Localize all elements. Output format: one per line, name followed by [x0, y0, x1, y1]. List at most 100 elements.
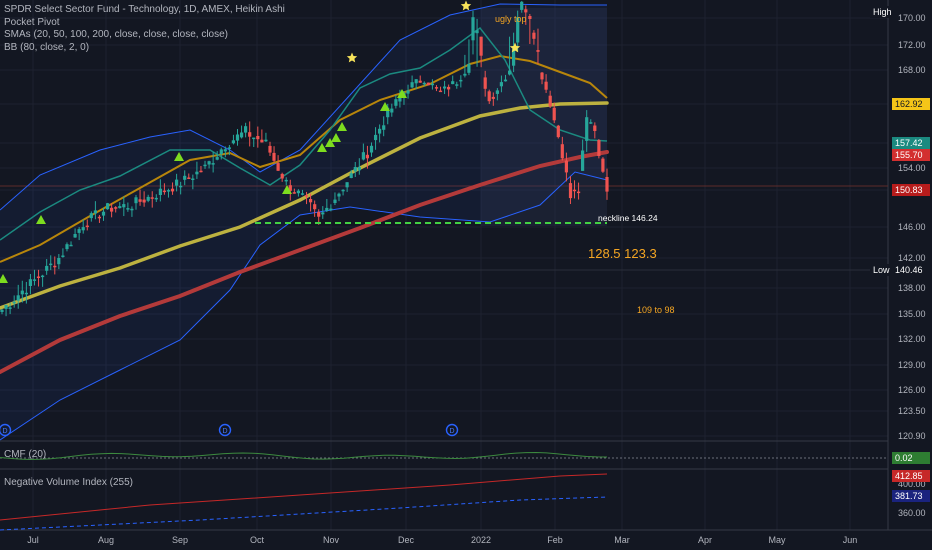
candle-body-131 — [532, 32, 536, 39]
candle-107 — [434, 85, 439, 92]
candle-body-136 — [552, 107, 556, 121]
candle-28 — [114, 206, 118, 213]
candle-92 — [374, 127, 378, 150]
candle-46 — [187, 173, 191, 180]
time-axis-label-4: Nov — [323, 535, 340, 545]
candle-17 — [69, 241, 73, 247]
candle-137 — [556, 124, 560, 139]
candle-body-1 — [4, 305, 8, 309]
sma20-price-tag[interactable]: 157.42 — [892, 137, 930, 149]
candle-62 — [252, 137, 256, 148]
candle-body-9 — [36, 276, 41, 278]
candle-75 — [304, 191, 309, 205]
shaded-region — [481, 8, 607, 226]
candle-115 — [467, 39, 471, 76]
time-axis-label-0: Jul — [27, 535, 39, 545]
candle-96 — [390, 103, 394, 117]
candle-69 — [280, 172, 284, 182]
price-axis-label-17: 120.90 — [898, 431, 926, 441]
candle-138 — [560, 136, 564, 161]
candle-body-37 — [150, 197, 154, 199]
candle-135 — [548, 90, 552, 108]
candle-141 — [572, 180, 577, 199]
cmf-pane-label[interactable]: CMF (20) — [4, 449, 47, 460]
candle-33 — [134, 194, 138, 210]
legend-title[interactable]: SPDR Select Sector Fund - Technology, 1D… — [4, 4, 285, 15]
candle-body-145 — [589, 122, 593, 124]
time-axis[interactable]: Jul Aug Sep Oct Nov Dec 2022 Feb Mar Apr May Jun — [27, 535, 857, 545]
price-axis-label-2: 168.00 — [898, 65, 926, 75]
candle-38 — [154, 194, 158, 202]
candle-body-138 — [560, 144, 564, 159]
candle-body-96 — [390, 108, 394, 113]
candle-32 — [130, 206, 134, 217]
legend-pocket-pivot[interactable]: Pocket Pivot — [4, 16, 60, 28]
last-price-tag[interactable]: 150.83 — [892, 184, 930, 196]
candle-131 — [532, 30, 536, 45]
price-axis-label-15: 126.00 — [898, 385, 926, 395]
candle-body-55 — [223, 149, 227, 152]
candle-36 — [146, 194, 150, 203]
candle-body-81 — [329, 208, 333, 211]
low-price-tag[interactable]: 140.46 — [892, 264, 930, 276]
candle-body-73 — [296, 190, 300, 194]
candle-body-141 — [572, 189, 577, 192]
candle-51 — [207, 160, 211, 169]
time-axis-label-11: Jun — [843, 535, 858, 545]
candle-body-127 — [516, 17, 520, 43]
candle-body-47 — [191, 178, 195, 180]
candle-body-72 — [292, 192, 296, 194]
candle-136 — [552, 102, 556, 124]
candle-86 — [349, 169, 353, 179]
candle-body-2 — [8, 307, 12, 309]
legend-bb[interactable]: BB (80, close, 2, 0) — [4, 41, 90, 53]
cmf-value-tag[interactable]: 0.02 — [892, 452, 930, 464]
legend-smas[interactable]: SMAs (20, 50, 100, 200, close, close, cl… — [4, 29, 228, 40]
candle-76 — [309, 193, 313, 212]
sma200-price-tag[interactable]: 155.70 — [892, 149, 930, 161]
nvi-value-tag[interactable]: 412.85 — [892, 470, 930, 482]
dividend-marker-2 — [445, 423, 459, 437]
nvi-axis-label-2: 360.00 — [898, 508, 926, 518]
candle-body-71 — [288, 185, 292, 191]
candle-body-70 — [284, 179, 288, 182]
candle-body-18 — [73, 234, 77, 238]
annotation-neckline: neckline 146.24 — [598, 213, 658, 223]
candle-body-118 — [479, 36, 483, 56]
candle-121 — [491, 92, 495, 106]
low-label-tag[interactable]: Low — [870, 264, 893, 276]
candle-body-88 — [357, 167, 361, 171]
nvi-pane-label[interactable]: Negative Volume Index (255) — [4, 477, 133, 488]
candle-body-74 — [300, 193, 305, 195]
candle-body-116 — [471, 17, 475, 41]
candle-body-43 — [175, 179, 179, 186]
pocket-pivot-marker-3 — [282, 185, 292, 194]
candle-body-112 — [455, 84, 459, 86]
candle-body-113 — [459, 79, 463, 82]
candle-43 — [175, 173, 179, 192]
candle-body-66 — [268, 145, 272, 153]
candle-body-76 — [309, 199, 313, 203]
candle-123 — [499, 75, 503, 93]
star-marker-2 — [509, 42, 521, 53]
time-axis-label-10: May — [768, 535, 786, 545]
time-axis-label-5: Dec — [398, 535, 415, 545]
candlestick-series — [0, 0, 609, 317]
candle-body-108 — [438, 90, 443, 93]
candle-body-82 — [333, 199, 337, 203]
nvi-ema-value-tag[interactable]: 381.73 — [892, 490, 930, 502]
candle-body-30 — [122, 204, 126, 208]
candle-128 — [520, 0, 524, 13]
high-label-tag[interactable]: High — [870, 6, 895, 18]
pocket-pivot-marker-5 — [325, 138, 335, 147]
candle-body-16 — [65, 244, 69, 250]
candle-body-77 — [313, 204, 317, 210]
sma-price-tag[interactable]: 162.92 — [892, 98, 930, 110]
candle-body-87 — [353, 167, 357, 172]
candle-body-119 — [483, 77, 487, 89]
candle-body-36 — [146, 196, 150, 201]
candle-body-143 — [581, 150, 585, 171]
candle-body-95 — [386, 107, 390, 118]
